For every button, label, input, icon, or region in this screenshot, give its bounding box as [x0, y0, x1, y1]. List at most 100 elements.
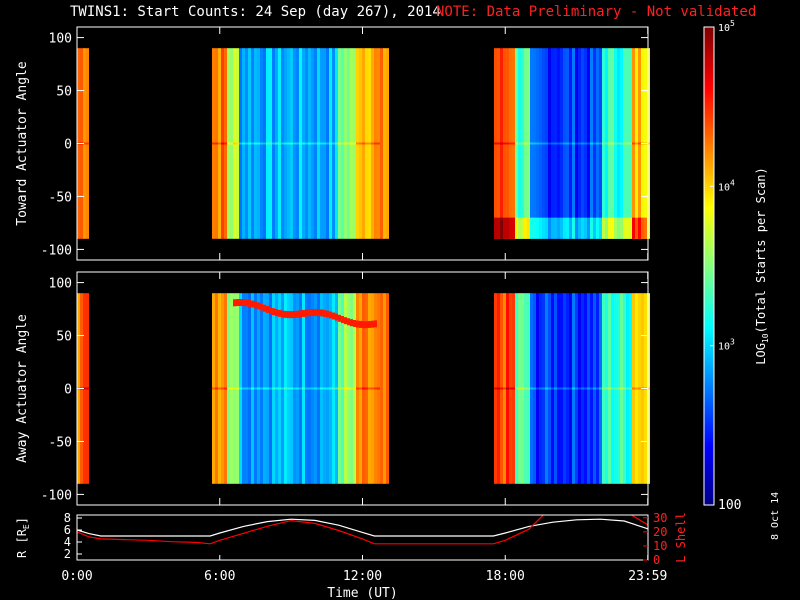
colorbar-step: [704, 457, 714, 459]
colorbar-step: [704, 139, 714, 141]
x-tick-label: 18:00: [486, 569, 525, 584]
heatmap-band: [536, 142, 539, 145]
colorbar-step: [704, 229, 714, 231]
heatmap-band: [512, 217, 515, 239]
colorbar-step: [704, 465, 714, 467]
colorbar-step: [704, 269, 714, 271]
heatmap-band: [551, 217, 554, 239]
colorbar-step: [704, 391, 714, 393]
heatmap-band: [557, 217, 560, 239]
colorbar-step: [704, 175, 714, 177]
colorbar-step: [704, 463, 714, 465]
heatmap-band: [596, 387, 599, 390]
heatmap-band: [527, 387, 530, 390]
y-tick-label: -50: [49, 435, 72, 450]
colorbar-step: [704, 225, 714, 227]
heatmap-band: [569, 387, 572, 390]
heatmap-band: [536, 217, 539, 239]
colorbar-step: [704, 399, 714, 401]
colorbar-step: [704, 377, 714, 379]
heatmap-band: [566, 217, 569, 239]
heatmap-band: [515, 142, 518, 145]
heatmap-band: [581, 142, 584, 145]
preliminary-note: NOTE: Data Preliminary - Not validated: [436, 4, 757, 20]
colorbar-step: [704, 371, 714, 373]
heatmap-band: [518, 387, 521, 390]
colorbar-step: [704, 233, 714, 235]
colorbar-step: [704, 411, 714, 413]
r-series-line: [77, 518, 648, 537]
colorbar-step: [704, 461, 714, 463]
colorbar-step: [704, 325, 714, 327]
heatmap-band: [602, 142, 605, 145]
heatmap-band: [500, 217, 503, 239]
heatmap-band: [212, 387, 215, 390]
colorbar-step: [704, 253, 714, 255]
heatmap-band: [284, 387, 287, 390]
y-tick-label: 100: [49, 32, 72, 47]
heatmap-band: [278, 387, 281, 390]
colorbar-step: [704, 151, 714, 153]
colorbar-step: [704, 337, 714, 339]
colorbar-step: [704, 189, 714, 191]
heatmap-band: [365, 387, 368, 390]
heatmap-band: [338, 314, 341, 322]
y-tick-label: 8: [64, 511, 71, 525]
heatmap-band: [233, 142, 236, 145]
colorbar-step: [704, 473, 714, 475]
y-tick-label: 50: [56, 85, 72, 100]
heatmap-band: [509, 217, 512, 239]
heatmap-band: [344, 387, 347, 390]
heatmap-band: [515, 217, 518, 239]
heatmap-band: [635, 217, 638, 239]
right-axis-label: L Shell: [674, 512, 688, 563]
heatmap-band: [560, 217, 563, 239]
heatmap-band: [287, 387, 290, 390]
heatmap-band: [248, 387, 251, 390]
colorbar-step: [704, 471, 714, 473]
colorbar-step: [704, 183, 714, 185]
heatmap-band: [287, 142, 290, 145]
colorbar-step: [704, 29, 714, 31]
heatmap-band: [251, 142, 254, 145]
heatmap-band: [242, 299, 245, 307]
heatmap-band: [347, 318, 350, 326]
heatmap-band: [608, 387, 611, 390]
colorbar-step: [704, 433, 714, 435]
heatmap-band: [587, 217, 590, 239]
colorbar-step: [704, 235, 714, 237]
heatmap-band: [263, 304, 266, 312]
colorbar-step: [704, 369, 714, 371]
colorbar-step: [704, 111, 714, 113]
colorbar-step: [704, 135, 714, 137]
heatmap-band: [566, 142, 569, 145]
colorbar-step: [704, 167, 714, 169]
colorbar-step: [704, 161, 714, 163]
colorbar-step: [704, 281, 714, 283]
colorbar-step: [704, 95, 714, 97]
colorbar-tick-label: 103: [718, 338, 735, 353]
heatmap-band: [572, 387, 575, 390]
heatmap-band: [521, 387, 524, 390]
heatmap-column: [380, 48, 383, 239]
heatmap-band: [341, 316, 344, 324]
heatmap-band: [233, 299, 236, 307]
heatmap-band: [242, 387, 245, 390]
heatmap-band: [629, 387, 632, 390]
heatmap-band: [308, 387, 311, 390]
heatmap-band: [533, 217, 536, 239]
heatmap-band: [515, 387, 518, 390]
colorbar-step: [704, 149, 714, 151]
heatmap-band: [623, 142, 626, 145]
heatmap-column: [386, 48, 389, 239]
heatmap-band: [539, 142, 542, 145]
heatmap-band: [371, 387, 374, 390]
heatmap-band: [248, 299, 251, 307]
heatmap-band: [257, 142, 260, 145]
colorbar-step: [704, 499, 714, 501]
colorbar-step: [704, 481, 714, 483]
heatmap-band: [353, 387, 356, 390]
colorbar-step: [704, 277, 714, 279]
heatmap-band: [605, 387, 608, 390]
